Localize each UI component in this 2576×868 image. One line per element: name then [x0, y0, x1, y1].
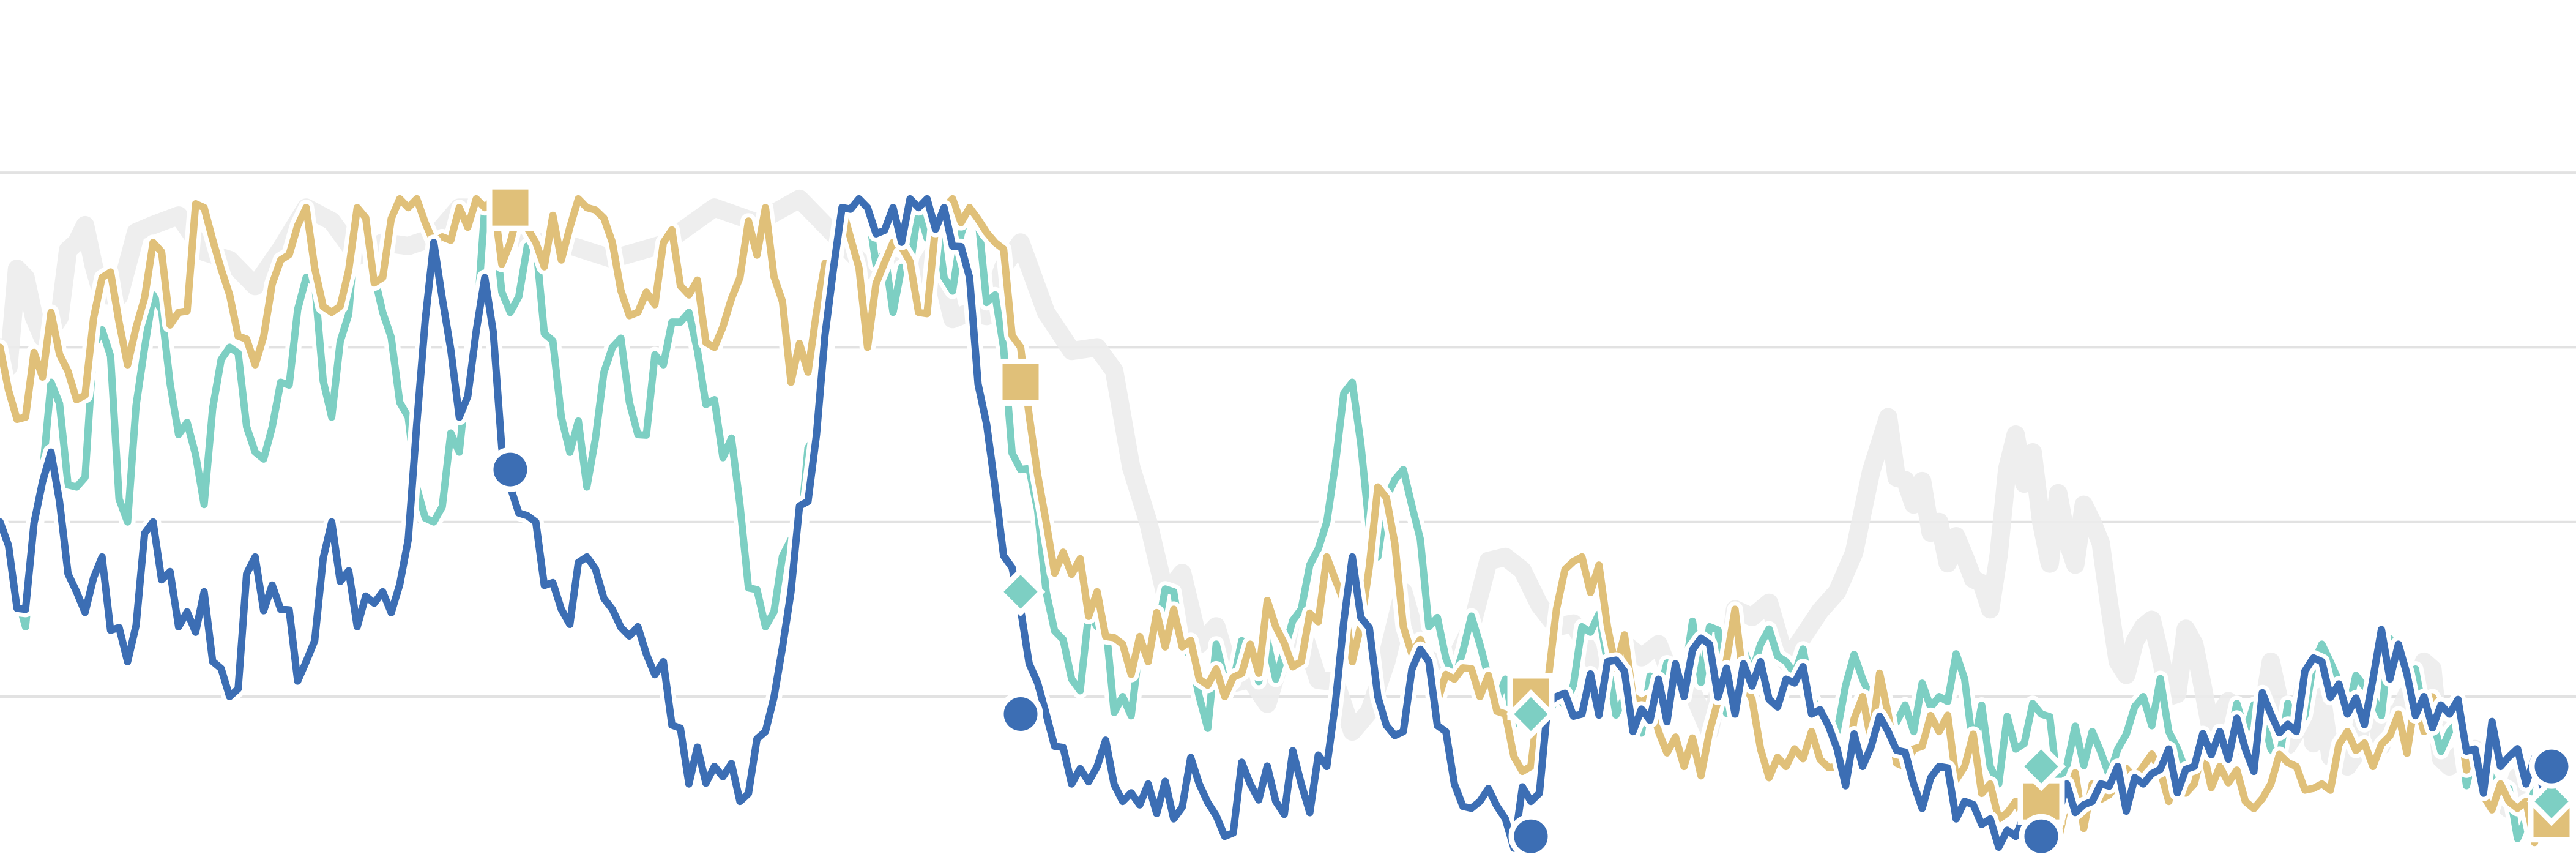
gold-square-marker-1	[486, 184, 534, 231]
blue-circle-marker-1	[488, 447, 533, 492]
series-line-blue	[0, 195, 2555, 852]
series-line-gold	[0, 195, 2555, 847]
teal-diamond-marker-1	[996, 567, 1046, 617]
teal-diamond-marker-2	[1506, 689, 1556, 739]
marker-layer	[486, 184, 2576, 859]
series-line-teal	[0, 195, 2555, 842]
blue-circle-marker-2	[998, 692, 1043, 737]
teal-diamond-marker-4	[2526, 776, 2576, 826]
gold-square-marker-2	[997, 358, 1044, 406]
teal-diamond-marker-3	[2016, 741, 2066, 791]
blue-circle-marker-4	[2019, 814, 2064, 859]
blue-circle-marker-3	[1508, 814, 1554, 859]
blue-circle-marker-5	[2529, 744, 2574, 789]
series-layer	[0, 189, 2561, 856]
